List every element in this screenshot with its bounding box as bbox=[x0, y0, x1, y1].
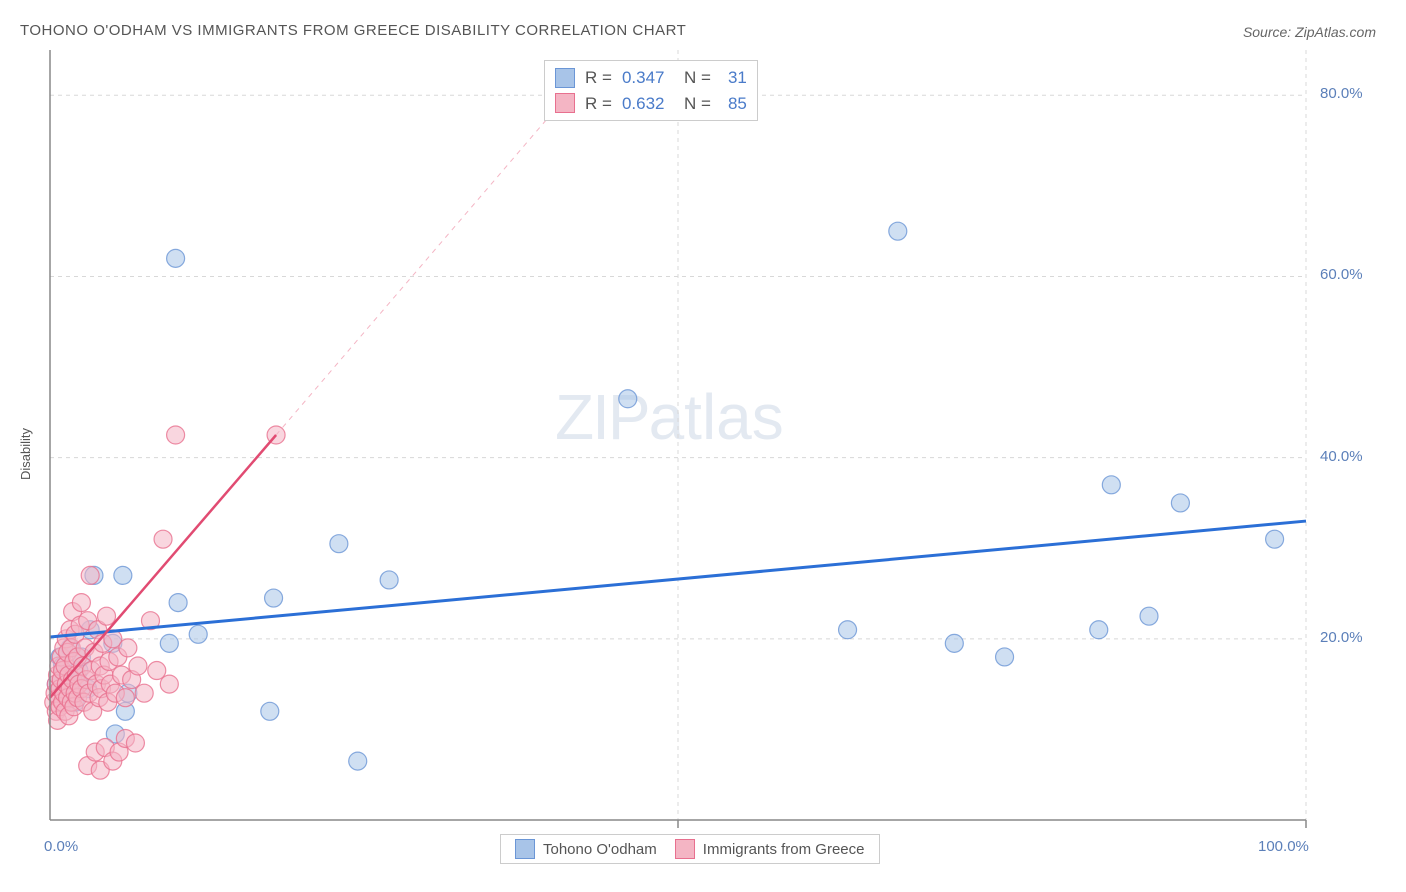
correlation-stats-box: R =0.347N =31R =0.632N =85 bbox=[544, 60, 758, 121]
legend-label: Immigrants from Greece bbox=[703, 841, 865, 858]
y-tick-label: 80.0% bbox=[1320, 85, 1363, 102]
x-tick-label: 100.0% bbox=[1258, 838, 1309, 855]
y-tick-label: 60.0% bbox=[1320, 266, 1363, 283]
stats-row: R =0.347N =31 bbox=[555, 65, 747, 91]
series-legend: Tohono O'odham Immigrants from Greece bbox=[500, 834, 880, 864]
stats-swatch bbox=[555, 68, 575, 88]
legend-swatch bbox=[515, 839, 535, 859]
stats-swatch bbox=[555, 93, 575, 113]
legend-item: Immigrants from Greece bbox=[675, 839, 865, 859]
stats-row: R =0.632N =85 bbox=[555, 91, 747, 117]
legend-swatch bbox=[675, 839, 695, 859]
y-tick-label: 40.0% bbox=[1320, 448, 1363, 465]
y-tick-label: 20.0% bbox=[1320, 629, 1363, 646]
x-tick-label: 0.0% bbox=[44, 838, 78, 855]
scatter-plot bbox=[0, 0, 1406, 892]
legend-item: Tohono O'odham bbox=[515, 839, 657, 859]
legend-label: Tohono O'odham bbox=[543, 841, 657, 858]
